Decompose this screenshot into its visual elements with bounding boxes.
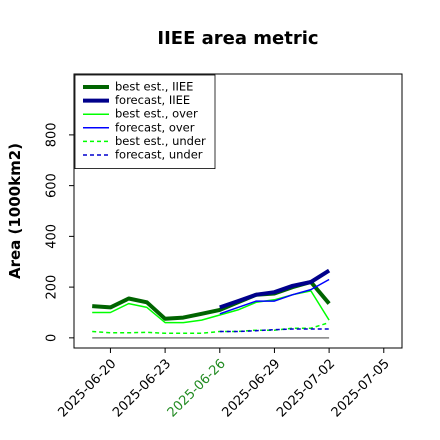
- series-line-forecast-over: [219, 278, 330, 315]
- legend-label: best est., over: [115, 107, 198, 121]
- legend-label: forecast, IIEE: [115, 93, 190, 107]
- y-axis-label: Area (1000km2): [6, 143, 24, 279]
- legend-label: best est., IIEE: [115, 80, 193, 94]
- series-lines: [92, 268, 331, 339]
- y-tick-label: 400: [45, 224, 60, 249]
- x-axis: 2025-06-202025-06-232025-06-262025-06-29…: [55, 348, 393, 420]
- plot-frame: [73, 73, 403, 349]
- x-tick-label: 2025-07-05: [329, 356, 393, 420]
- y-tick-label: 0: [45, 334, 60, 342]
- y-tick-label: 600: [45, 173, 60, 198]
- series-line-best-est-under: [92, 321, 330, 335]
- y-tick-label: 800: [45, 122, 60, 147]
- series-line-best-est-over: [92, 290, 330, 324]
- series-line-forecast-iiee: [219, 268, 331, 310]
- legend-label: forecast, over: [115, 120, 195, 134]
- y-axis: 0 200 400 600 800: [45, 122, 74, 342]
- legend-frame: [74, 74, 216, 169]
- legend-label: best est., under: [115, 134, 206, 148]
- series-line-forecast-under: [219, 328, 330, 333]
- y-tick-label: 200: [45, 275, 60, 300]
- chart-title: IIEE area metric: [157, 28, 318, 49]
- legend-label: forecast, under: [115, 148, 203, 162]
